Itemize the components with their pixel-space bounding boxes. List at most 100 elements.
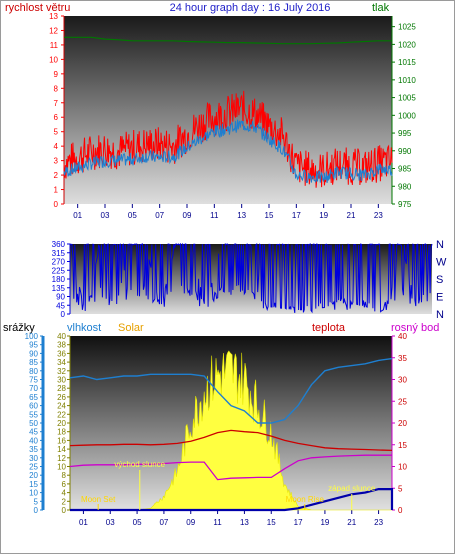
wind-direction-line — [69, 242, 433, 314]
chart-title: 24 hour graph day : 16 July 2016 — [170, 2, 331, 14]
humidity-line — [69, 357, 393, 424]
humidity-tick-label: 4 — [62, 489, 67, 498]
wind-tick-label: 8 — [54, 84, 59, 93]
rain-axis-label: srážky — [3, 322, 35, 334]
rain-tick-label: 90 — [29, 349, 38, 358]
humidity-tick-label: 12 — [57, 454, 66, 463]
x-tick-label: 23 — [374, 211, 383, 220]
humidity-tick-label: 32 — [57, 367, 66, 376]
wind-tick-label: 11 — [50, 41, 59, 50]
temperature-tick-label: 5 — [398, 484, 403, 493]
rain-tick-label: 70 — [29, 384, 38, 393]
rain-tick-label: 55 — [29, 410, 38, 419]
wind-tick-label: 5 — [54, 128, 59, 137]
humidity-tick-label: 26 — [57, 393, 66, 402]
humidity-tick-label: 18 — [57, 428, 66, 437]
x-tick-label: 03 — [106, 518, 115, 527]
x-tick-label: 17 — [292, 211, 301, 220]
pressure-tick-label: 975 — [398, 200, 412, 209]
wind-tick-label: 6 — [54, 113, 59, 122]
x-tick-label: 17 — [294, 518, 303, 527]
wind-tick-label: 1 — [54, 186, 59, 195]
wind-tick-label: 7 — [54, 99, 59, 108]
rain-tick-label: 20 — [29, 471, 38, 480]
rain-line — [70, 488, 394, 512]
wind-tick-label: 13 — [49, 12, 58, 21]
x-tick-label: 19 — [320, 518, 329, 527]
humidity-tick-label: 24 — [57, 402, 66, 411]
rain-tick-label: 95 — [29, 341, 38, 350]
x-tick-label: 19 — [319, 211, 328, 220]
humidity-tick-label: 38 — [57, 341, 66, 350]
humidity-tick-label: 2 — [62, 497, 67, 506]
pressure-tick-label: 985 — [398, 165, 412, 174]
compass-label: S — [436, 274, 443, 286]
x-tick-label: 05 — [133, 518, 142, 527]
direction-tick-label: 180 — [52, 275, 66, 284]
rain-tick-label: 10 — [29, 489, 38, 498]
humidity-tick-label: 14 — [57, 445, 66, 454]
x-tick-label: 01 — [73, 211, 82, 220]
moonset-label: Moon Set — [81, 495, 116, 504]
x-tick-label: 05 — [128, 211, 137, 220]
x-tick-label: 07 — [159, 518, 168, 527]
x-tick-label: 09 — [186, 518, 195, 527]
pressure-tick-label: 1020 — [398, 40, 416, 49]
wind-tick-label: 4 — [54, 142, 59, 151]
direction-tick-label: 45 — [56, 301, 65, 310]
humidity-tick-label: 8 — [62, 471, 67, 480]
sunset-label: západ slunce — [328, 484, 376, 493]
wind-tick-label: 12 — [49, 26, 58, 35]
pressure-tick-label: 990 — [398, 147, 412, 156]
sunrise-label: východ slunce — [114, 460, 165, 469]
temperature-tick-label: 20 — [398, 419, 407, 428]
x-tick-label: 21 — [347, 211, 356, 220]
compass-label: W — [436, 257, 447, 269]
pressure-line — [64, 36, 392, 45]
humidity-axis-label: vlhkost — [67, 322, 101, 334]
humidity-tick-label: 40 — [57, 332, 66, 341]
pressure-axis-label: tlak — [372, 2, 390, 14]
solar-axis-label: Solar — [118, 322, 144, 334]
wind-speed-line — [63, 90, 393, 188]
humidity-tick-label: 6 — [62, 480, 67, 489]
x-tick-label: 11 — [210, 211, 219, 220]
pressure-tick-label: 1025 — [398, 23, 416, 32]
rain-tick-label: 60 — [29, 402, 38, 411]
x-tick-label: 15 — [267, 518, 276, 527]
temperature-tick-label: 30 — [398, 376, 407, 385]
x-tick-label: 13 — [237, 211, 246, 220]
x-tick-label: 01 — [79, 518, 88, 527]
x-tick-label: 15 — [265, 211, 274, 220]
rain-tick-label: 65 — [29, 393, 38, 402]
dewpoint-axis-label: rosný bod — [391, 322, 439, 334]
wind-tick-label: 9 — [54, 70, 59, 79]
x-tick-label: 09 — [183, 211, 192, 220]
humidity-tick-label: 22 — [57, 410, 66, 419]
humidity-tick-label: 34 — [57, 358, 66, 367]
x-tick-label: 11 — [213, 518, 222, 527]
rain-tick-label: 85 — [29, 358, 38, 367]
wind-tick-label: 3 — [54, 157, 59, 166]
direction-tick-label: 270 — [52, 258, 66, 267]
pressure-tick-label: 995 — [398, 129, 412, 138]
rain-tick-label: 35 — [29, 445, 38, 454]
dewpoint-line — [69, 454, 392, 481]
direction-tick-label: 135 — [52, 284, 66, 293]
pressure-tick-label: 980 — [398, 182, 412, 191]
pressure-tick-label: 1010 — [398, 76, 416, 85]
wind-plot-area — [64, 16, 392, 204]
direction-tick-label: 360 — [52, 240, 66, 249]
temperature-axis-label: teplota — [312, 322, 346, 334]
direction-tick-label: 225 — [52, 266, 66, 275]
x-tick-label: 23 — [374, 518, 383, 527]
pressure-tick-label: 1005 — [398, 94, 416, 103]
rain-tick-label: 75 — [29, 376, 38, 385]
temperature-tick-label: 40 — [398, 332, 407, 341]
x-tick-label: 21 — [347, 518, 356, 527]
pressure-tick-label: 1015 — [398, 58, 416, 67]
temperature-tick-label: 0 — [398, 506, 403, 515]
temperature-tick-label: 35 — [398, 354, 407, 363]
wind-average-line — [63, 119, 393, 184]
